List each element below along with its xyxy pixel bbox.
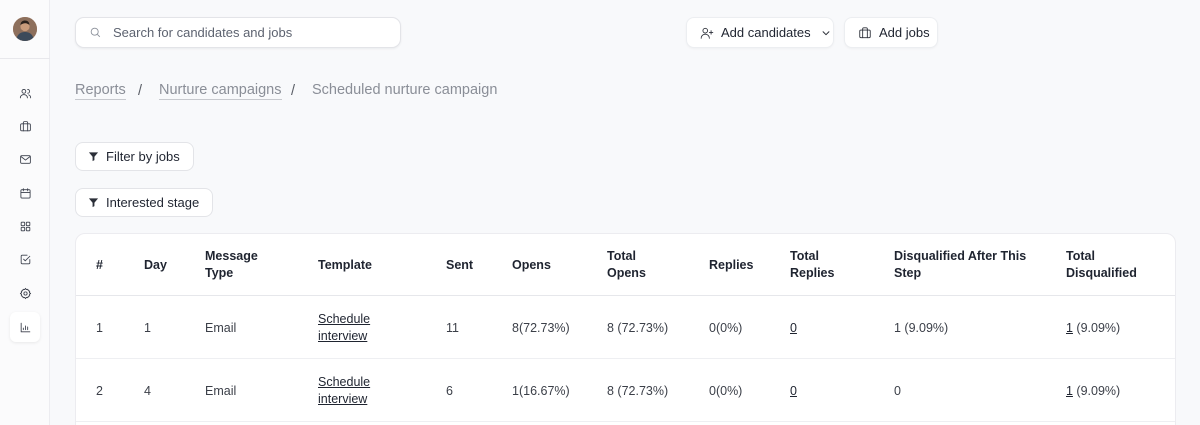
sidebar-divider — [0, 58, 50, 59]
mail-icon — [19, 154, 31, 164]
sidebar-item-apps[interactable] — [10, 211, 40, 241]
filter-icon — [88, 198, 99, 208]
grid-icon — [20, 221, 30, 231]
breadcrumb-reports[interactable]: Reports — [75, 82, 126, 100]
cell-num: 2 — [96, 384, 103, 398]
template-link-line2[interactable]: interview — [318, 329, 368, 343]
cell-day: 1 — [144, 321, 151, 335]
total-disqualified-link[interactable]: 1 — [1066, 321, 1073, 335]
search-bar[interactable] — [75, 17, 401, 48]
briefcase-icon — [859, 26, 871, 38]
template-link[interactable]: Schedule interview — [318, 311, 370, 345]
sidebar-item-jobs[interactable] — [10, 111, 40, 141]
col-header-disqualified-after-step: Disqualified After This Step — [894, 248, 1026, 282]
col-header-disq-after-line2: Step — [894, 266, 922, 280]
col-header-sent: Sent — [446, 258, 474, 272]
sidebar-item-reports[interactable] — [10, 312, 40, 342]
filter-by-jobs-button[interactable]: Filter by jobs — [75, 142, 194, 171]
col-header-total-disqualified: Total Disqualified — [1066, 248, 1137, 282]
col-header-total-opens: Total Opens — [607, 248, 646, 282]
col-header-total-replies-line2: Replies — [790, 266, 835, 280]
sidebar — [0, 0, 50, 425]
template-link-line2[interactable]: interview — [318, 392, 368, 406]
cell-total-disqualified: 1 (9.09%) — [1066, 383, 1120, 400]
col-header-day: Day — [144, 258, 167, 272]
add-jobs-button[interactable]: Add jobs — [844, 17, 938, 48]
sidebar-item-candidates[interactable] — [10, 78, 40, 108]
total-disqualified-link[interactable]: 1 — [1066, 384, 1073, 398]
col-header-total-replies: Total Replies — [790, 248, 834, 282]
col-header-total-opens-line1: Total — [607, 249, 636, 263]
cell-total-opens: 8 (72.73%) — [607, 384, 669, 398]
template-link[interactable]: Schedule interview — [318, 374, 370, 408]
add-jobs-label: Add jobs — [879, 25, 930, 40]
users-icon — [19, 88, 31, 98]
col-header-total-opens-line2: Opens — [607, 266, 646, 280]
sidebar-item-tasks[interactable] — [10, 244, 40, 274]
col-header-message-type-line2: Type — [205, 266, 234, 280]
campaign-steps-table: # Day Message Type Template Sent Opens T… — [75, 233, 1176, 425]
add-candidates-button[interactable]: Add candidates — [686, 17, 834, 48]
col-header-total-disq-line1: Total — [1066, 249, 1095, 263]
chevron-down-icon[interactable] — [821, 28, 831, 38]
col-header-message-type-line1: Message — [205, 249, 258, 263]
table-header: # Day Message Type Template Sent Opens T… — [76, 234, 1175, 296]
cell-message-type: Email — [205, 321, 237, 335]
breadcrumb-current: Scheduled nurture campaign — [312, 82, 498, 98]
search-icon — [89, 26, 102, 39]
total-replies-link[interactable]: 0 — [790, 321, 797, 335]
cell-opens: 1(16.67%) — [512, 384, 570, 398]
table-row: 1 1 Email Schedule interview 11 8(72.73%… — [76, 296, 1175, 359]
cell-opens: 8(72.73%) — [512, 321, 570, 335]
filter-by-jobs-label: Filter by jobs — [106, 149, 180, 164]
gear-icon — [19, 287, 31, 299]
breadcrumb-separator: / — [291, 83, 296, 99]
checkbox-icon — [20, 254, 30, 264]
chart-icon — [20, 322, 30, 332]
add-candidates-label: Add candidates — [721, 25, 811, 40]
cell-disqualified-after-step: 0 — [894, 384, 901, 398]
col-header-disq-after-line1: Disqualified After This — [894, 249, 1027, 263]
col-header-opens: Opens — [512, 258, 551, 272]
cell-num: 1 — [96, 321, 103, 335]
briefcase-icon — [19, 120, 31, 131]
user-avatar[interactable] — [13, 17, 37, 41]
col-header-total-disq-line2: Disqualified — [1066, 266, 1137, 280]
col-header-num: # — [96, 258, 103, 272]
total-disqualified-pct: (9.09%) — [1072, 384, 1121, 398]
cell-disqualified-after-step: 1 (9.09%) — [894, 321, 949, 335]
template-link-line1[interactable]: Schedule — [318, 375, 371, 389]
interested-stage-label: Interested stage — [106, 195, 200, 210]
cell-total-disqualified: 1 (9.09%) — [1066, 320, 1120, 337]
interested-stage-button[interactable]: Interested stage — [75, 188, 214, 217]
cell-message-type: Email — [205, 384, 237, 398]
cell-sent: 6 — [446, 384, 453, 398]
total-replies-link[interactable]: 0 — [790, 384, 797, 398]
cell-replies: 0(0%) — [709, 384, 743, 398]
cell-replies: 0(0%) — [709, 321, 743, 335]
sidebar-item-calendar[interactable] — [10, 178, 40, 208]
total-disqualified-pct: (9.09%) — [1072, 321, 1121, 335]
col-header-replies: Replies — [709, 258, 754, 272]
breadcrumb-nurture-campaigns[interactable]: Nurture campaigns — [159, 82, 282, 100]
sidebar-item-messages[interactable] — [10, 144, 40, 174]
search-input[interactable] — [113, 25, 373, 40]
table-row: 2 4 Email Schedule interview 6 1(16.67%)… — [76, 359, 1175, 422]
col-header-total-replies-line1: Total — [790, 249, 819, 263]
cell-total-opens: 8 (72.73%) — [607, 321, 669, 335]
breadcrumb-separator: / — [138, 83, 143, 99]
col-header-template: Template — [318, 258, 372, 272]
filter-icon — [88, 152, 99, 162]
calendar-icon — [19, 187, 31, 199]
col-header-message-type: Message Type — [205, 248, 258, 282]
template-link-line1[interactable]: Schedule — [318, 312, 371, 326]
sidebar-item-settings[interactable] — [10, 278, 40, 308]
user-plus-icon — [700, 27, 714, 39]
cell-day: 4 — [144, 384, 151, 398]
cell-sent: 11 — [446, 321, 459, 335]
